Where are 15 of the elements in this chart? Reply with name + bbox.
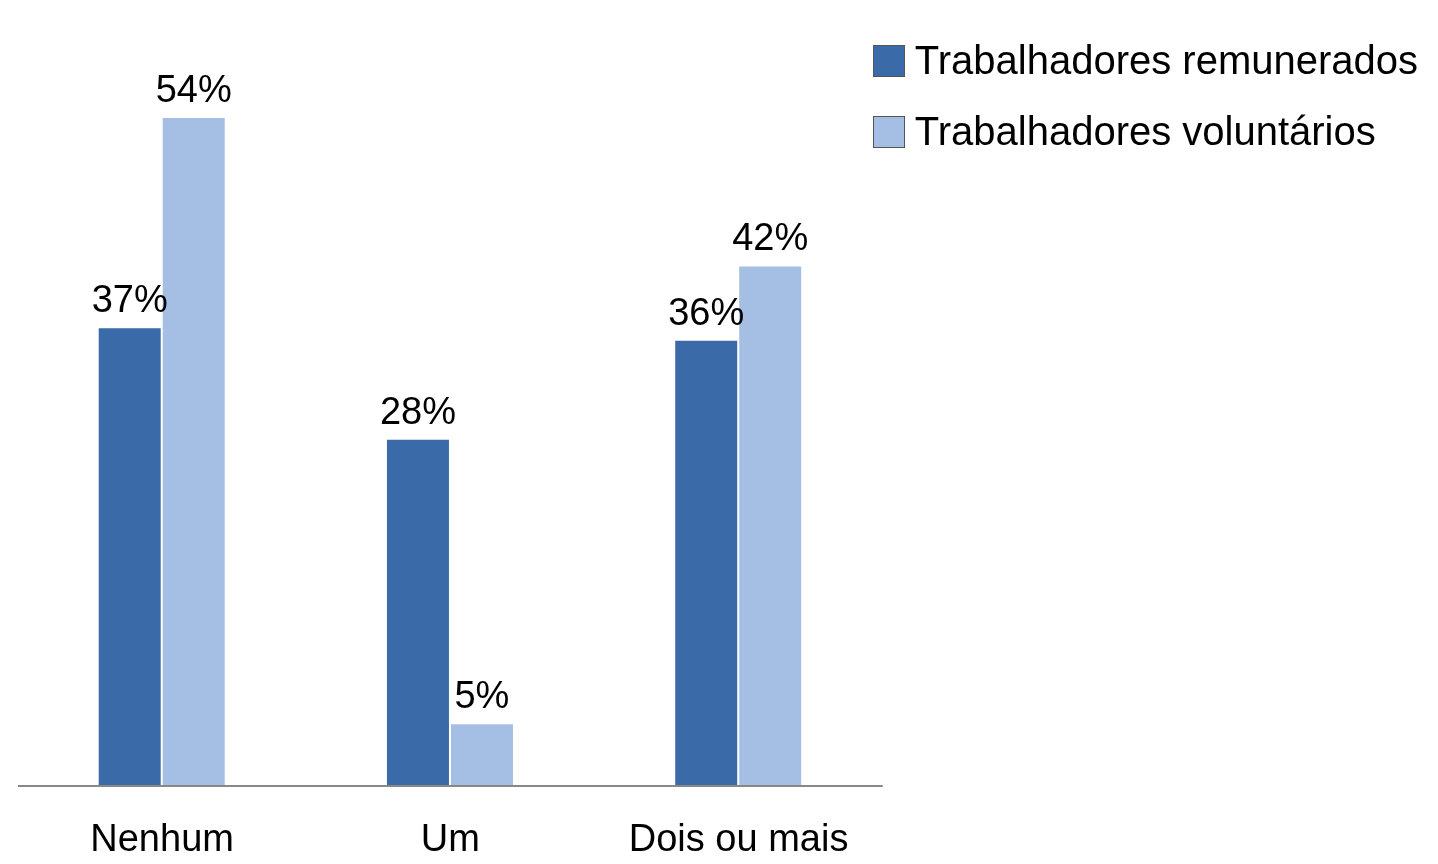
data-label: 36% (668, 290, 745, 333)
data-label: 54% (155, 68, 232, 110)
data-label: 5% (454, 674, 510, 717)
bar (98, 328, 161, 786)
data-label: 28% (379, 389, 456, 432)
bar (450, 724, 513, 786)
bar (386, 439, 449, 786)
x-tick-label: Um (420, 816, 480, 859)
x-tick-label: Nenhum (90, 816, 234, 859)
legend-label: Trabalhadores voluntários (914, 109, 1376, 154)
x-tick-label: Dois ou mais (628, 816, 849, 859)
legend-label: Trabalhadores remunerados (914, 38, 1418, 83)
bar (675, 340, 738, 786)
data-label: 37% (91, 278, 168, 321)
data-label: 42% (732, 216, 809, 259)
